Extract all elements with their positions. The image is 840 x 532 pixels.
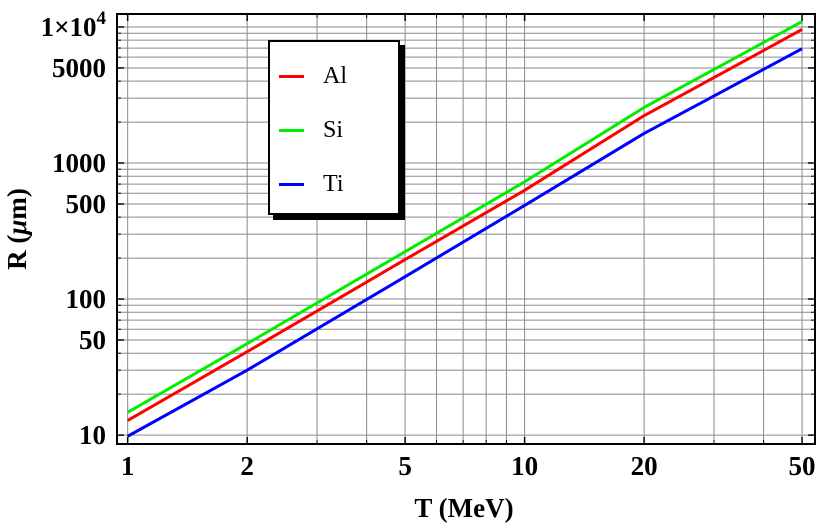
y-axis-title: R (μm) xyxy=(2,188,32,270)
legend-item-si: Si xyxy=(270,103,398,157)
tick-label-layer: 1 2 5 10 20 50 10 50 100 500 1000 5000 1×104 xyxy=(41,8,816,481)
grid-layer xyxy=(117,14,815,444)
y-axis-title-prefix: R ( xyxy=(2,235,32,270)
legend: Al Si Ti xyxy=(268,40,400,215)
x-tick-label: 10 xyxy=(511,451,538,481)
legend-swatch-0 xyxy=(279,74,304,78)
y-tick-label: 50 xyxy=(79,325,106,355)
y-axis-title-suffix: m) xyxy=(2,188,32,219)
legend-swatch-1 xyxy=(279,128,304,132)
series-layer xyxy=(126,20,803,438)
legend-label-si: Si xyxy=(323,117,344,143)
y-axis-title-mu: μ xyxy=(2,220,32,237)
x-tick-label: 1 xyxy=(121,451,135,481)
legend-item-ti: Ti xyxy=(270,157,398,211)
x-tick-label: 5 xyxy=(398,451,412,481)
y-tick-label: 500 xyxy=(66,189,107,219)
x-axis-title: T (MeV) xyxy=(414,493,513,523)
y-tick-label: 5000 xyxy=(52,53,106,83)
legend-swatch-2 xyxy=(279,182,304,186)
x-tick-label: 20 xyxy=(631,451,658,481)
x-tick-label: 2 xyxy=(240,451,254,481)
legend-label-al: Al xyxy=(323,63,347,89)
legend-item-al: Al xyxy=(270,49,398,103)
y-tick-label: 1×104 xyxy=(41,8,107,42)
x-tick-label: 50 xyxy=(789,451,816,481)
series-line-si xyxy=(126,20,803,414)
y-tick-label: 1000 xyxy=(52,148,106,178)
y-tick-label: 10 xyxy=(79,420,106,450)
series-line-al xyxy=(126,28,803,422)
plot-frame xyxy=(116,13,816,445)
legend-label-ti: Ti xyxy=(323,171,344,197)
series-line-ti xyxy=(126,47,803,438)
y-tick-label: 100 xyxy=(66,284,107,314)
tick-layer xyxy=(117,14,815,444)
